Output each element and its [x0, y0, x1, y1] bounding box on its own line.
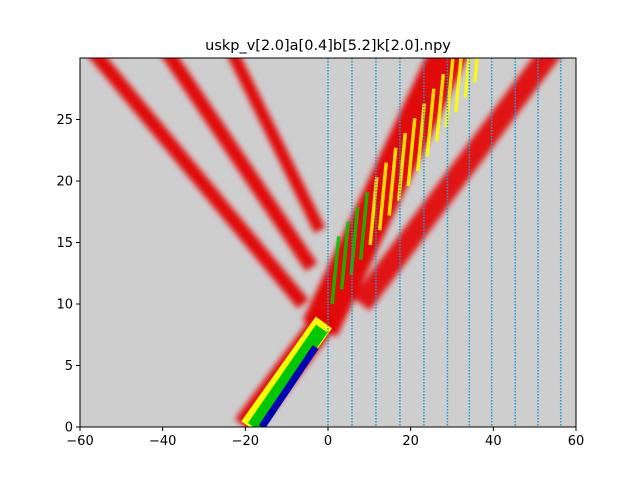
interference-streak — [330, 236, 341, 305]
x-tick-label: −20 — [232, 434, 259, 449]
reflected-stripe — [89, 58, 309, 309]
x-axis: −60 −40 −20 0 20 40 60 — [66, 427, 584, 449]
interference-streaks — [330, 58, 479, 305]
x-tick-label: −40 — [149, 434, 176, 449]
interference-streak — [463, 58, 471, 98]
transmitted-wedge — [352, 58, 560, 311]
x-tick-label: −60 — [66, 434, 93, 449]
y-tick-label: 10 — [56, 298, 73, 313]
chart-title: uskp_v[2.0]a[0.4]b[5.2]k[2.0].npy — [205, 38, 451, 54]
plot-area — [79, 57, 577, 428]
vertical-line-group — [327, 58, 562, 427]
incoming-packet-green — [247, 324, 328, 427]
interference-streak — [377, 162, 389, 231]
x-tick-label: 40 — [485, 434, 502, 449]
y-axis: 0 5 10 15 20 25 — [56, 113, 80, 436]
y-tick-label: 25 — [56, 113, 73, 128]
x-tick-label: 20 — [402, 434, 419, 449]
interference-streak — [339, 221, 350, 290]
x-tick-label: 60 — [568, 434, 585, 449]
interference-streak — [358, 191, 370, 260]
incoming-packet-blue — [258, 345, 319, 427]
interference-streak — [434, 73, 446, 142]
interference-streak — [387, 147, 398, 216]
interference-streak — [425, 88, 436, 157]
reflected-stripe — [162, 58, 318, 272]
interference-streak — [396, 132, 408, 201]
y-tick-label: 0 — [65, 421, 73, 436]
interference-streak — [415, 103, 427, 172]
y-tick-label: 20 — [56, 175, 73, 190]
x-tick-label: 0 — [324, 434, 332, 449]
reflected-stripe — [228, 58, 326, 233]
interference-streak — [453, 58, 463, 113]
heatmap-field — [89, 58, 560, 427]
y-tick-label: 15 — [56, 236, 73, 251]
interference-streak — [406, 118, 417, 187]
interference-streak — [368, 177, 379, 246]
y-tick-label: 5 — [65, 359, 73, 374]
interference-streak — [472, 58, 479, 83]
